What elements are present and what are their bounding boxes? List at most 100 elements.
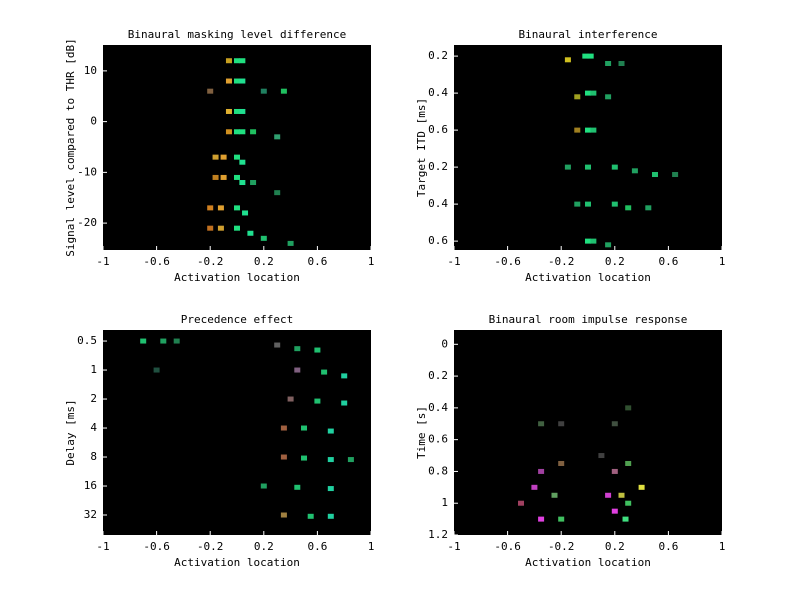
heat-cell (590, 238, 597, 244)
heat-cell (590, 127, 597, 133)
heat-cell (274, 134, 281, 140)
heat-cell (274, 190, 281, 196)
x-tick-label: -0.2 (197, 540, 224, 553)
heat-cell (618, 492, 625, 498)
y-axis-label: Signal level compared to THR [dB] (64, 38, 77, 257)
heat-cell (625, 500, 632, 506)
heat-cell (611, 421, 618, 427)
heat-cell (321, 369, 328, 375)
y-tick-label: 0.8 (428, 464, 448, 477)
plot-area (454, 330, 722, 535)
subplot-title: Binaural interference (518, 28, 657, 41)
heat-cell (622, 516, 629, 522)
x-axis-label: Activation location (525, 556, 651, 569)
heat-cell (341, 400, 348, 406)
heat-cell (558, 516, 565, 522)
heat-cell (327, 457, 334, 463)
x-tick-label: -1 (96, 540, 109, 553)
y-tick-label: 0 (441, 337, 448, 350)
heat-cell (314, 347, 321, 353)
y-tick-label: 0.2 (428, 49, 448, 62)
x-tick-label: 0.6 (307, 255, 327, 268)
heat-cell (247, 230, 254, 236)
x-tick-label: -0.2 (197, 255, 224, 268)
heat-cell (242, 210, 249, 216)
heat-cell (605, 242, 612, 248)
y-axis-label: Delay [ms] (64, 399, 77, 465)
heat-cell (234, 154, 240, 160)
heat-cell (294, 367, 301, 373)
heat-cell (234, 174, 240, 180)
heat-cell (225, 58, 232, 64)
heat-cell (538, 421, 545, 427)
heat-cell (250, 180, 257, 186)
x-axis-label: Activation location (525, 271, 651, 284)
y-tick-label: 0.4 (428, 197, 448, 210)
x-tick-label: 0.6 (658, 540, 678, 553)
heat-cell (611, 164, 618, 170)
heat-cell (347, 457, 354, 463)
heat-cell (301, 425, 307, 431)
heat-cell (217, 205, 224, 211)
heat-cell (153, 367, 160, 373)
heat-cell (538, 516, 545, 522)
y-tick-label: 0.2 (428, 369, 448, 382)
y-tick-label: 4 (90, 421, 97, 434)
y-tick-label: 0.5 (77, 334, 97, 347)
heat-cell (585, 201, 591, 207)
heat-cell (160, 338, 167, 344)
heat-cell (140, 338, 147, 344)
heat-cell (234, 205, 240, 211)
heat-cell (585, 90, 591, 96)
heat-cell (239, 159, 246, 165)
heat-cell (307, 513, 314, 519)
heat-cell (239, 180, 246, 186)
heat-cell (625, 405, 632, 411)
heat-cell (327, 486, 334, 492)
heat-cell (287, 396, 294, 402)
heat-cell (301, 455, 307, 461)
heat-cell (260, 483, 267, 489)
heat-cell (590, 90, 597, 96)
plot-area (103, 45, 371, 250)
y-tick-label: 1 (441, 496, 448, 509)
heat-cell (239, 58, 246, 64)
x-axis-label: Activation location (174, 271, 300, 284)
heat-cell (558, 460, 565, 466)
heat-cell (239, 78, 246, 84)
x-tick-label: 0.2 (254, 540, 274, 553)
heat-cell (518, 500, 524, 506)
x-tick-label: 0.2 (254, 255, 274, 268)
heat-cell (574, 201, 581, 207)
y-tick-label: 10 (84, 64, 97, 77)
heat-cell (652, 172, 658, 178)
heat-cell (585, 164, 591, 170)
heat-cell (631, 168, 638, 174)
y-tick-label: 0.6 (428, 433, 448, 446)
heat-cell (585, 238, 591, 244)
heat-cell (538, 468, 545, 474)
heat-cell (280, 454, 287, 460)
heat-cell (225, 78, 232, 84)
heat-cell (274, 342, 281, 348)
heat-cell (551, 492, 558, 498)
heat-cell (574, 94, 581, 100)
heat-cell (260, 235, 267, 241)
heat-cell (212, 154, 219, 160)
heat-cell (239, 129, 246, 135)
subplot-title: Binaural masking level difference (128, 28, 347, 41)
heat-cell (280, 512, 287, 518)
y-tick-label: 0.6 (428, 234, 448, 247)
x-tick-label: 1 (368, 255, 375, 268)
x-tick-label: 1 (368, 540, 375, 553)
heat-cell (280, 425, 287, 431)
heat-cell (531, 484, 538, 490)
x-tick-label: 0.6 (307, 540, 327, 553)
heat-cell (574, 127, 581, 133)
heat-cell (234, 129, 240, 135)
x-tick-label: -0.6 (494, 540, 521, 553)
heat-cell (625, 205, 632, 211)
heat-cell (587, 53, 594, 59)
heat-cell (225, 129, 232, 135)
heat-cell (638, 484, 645, 490)
